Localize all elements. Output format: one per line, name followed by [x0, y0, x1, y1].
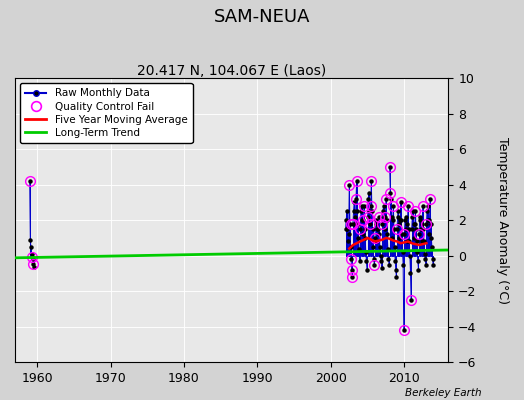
- Text: SAM-NEUA: SAM-NEUA: [214, 8, 310, 26]
- Title: 20.417 N, 104.067 E (Laos): 20.417 N, 104.067 E (Laos): [137, 64, 326, 78]
- Legend: Raw Monthly Data, Quality Control Fail, Five Year Moving Average, Long-Term Tren: Raw Monthly Data, Quality Control Fail, …: [20, 83, 192, 143]
- Text: Berkeley Earth: Berkeley Earth: [406, 388, 482, 398]
- Y-axis label: Temperature Anomaly (°C): Temperature Anomaly (°C): [496, 137, 509, 304]
